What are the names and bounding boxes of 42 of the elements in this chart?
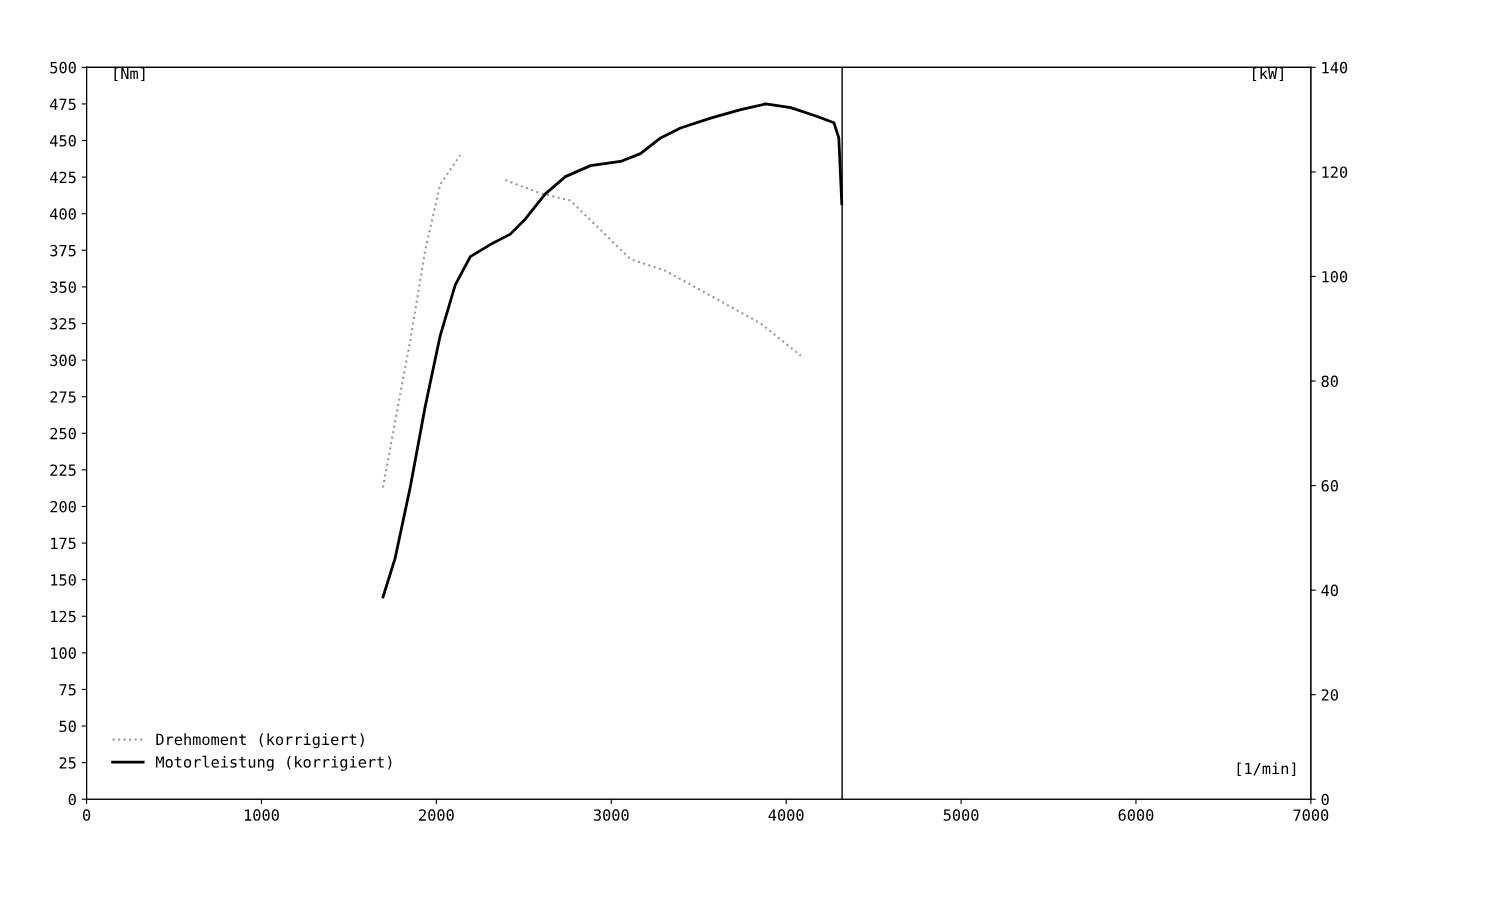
y2-tick-label: 140 (1322, 61, 1348, 74)
x-tick-label: 0 (82, 809, 91, 821)
y2-axis-title: [kW] (1253, 67, 1283, 82)
y-axis-title: [Nm] (114, 67, 145, 82)
y-tick-label: 325 (50, 318, 76, 330)
y-tick-label: 175 (51, 537, 76, 550)
y2-tick-label: 0 (1321, 793, 1329, 806)
y-tick-label: 225 (50, 464, 76, 476)
x-tick-label: 5000 (943, 809, 979, 821)
y2-tick-label: 60 (1321, 480, 1338, 492)
y-tick-label: 125 (51, 610, 76, 623)
y-tick-label: 250 (50, 427, 76, 440)
legend-label: Drehmoment (korrigiert) (156, 733, 364, 749)
y2-tick-label: 40 (1321, 584, 1338, 597)
y-tick-label: 350 (50, 281, 76, 293)
y2-tick-label: 120 (1322, 166, 1348, 178)
y-tick-label: 275 (50, 391, 76, 403)
y-tick-label: 475 (50, 98, 76, 111)
x-tick-label: 4000 (768, 809, 804, 821)
y-tick-label: 100 (51, 647, 76, 659)
x-tick-label: 6000 (1118, 809, 1154, 821)
x-tick-label: 2000 (419, 809, 454, 821)
y-tick-label: 425 (50, 171, 76, 184)
y-tick-label: 500 (50, 61, 76, 74)
x-tick-label: 7000 (1293, 809, 1329, 821)
y-tick-label: 450 (50, 135, 76, 147)
y-tick-label: 400 (50, 208, 76, 220)
x-tick-label: 3000 (593, 809, 629, 821)
y-tick-label: 75 (59, 684, 76, 696)
y2-tick-label: 20 (1321, 689, 1338, 701)
y-tick-label: 300 (50, 354, 76, 367)
y-tick-label: 375 (50, 244, 76, 257)
x-tick-label: 1000 (244, 809, 279, 821)
y2-tick-label: 100 (1322, 270, 1348, 283)
y-tick-label: 150 (51, 574, 76, 586)
y-tick-label: 25 (59, 757, 76, 769)
y-tick-label: 200 (50, 500, 76, 513)
y-tick-label: 0 (68, 793, 76, 806)
legend-label: Motorleistung (korrigiert) (156, 755, 392, 771)
x-axis-title: [1/min] (1237, 762, 1296, 777)
y-tick-label: 50 (59, 720, 76, 733)
y2-tick-label: 80 (1321, 375, 1338, 388)
